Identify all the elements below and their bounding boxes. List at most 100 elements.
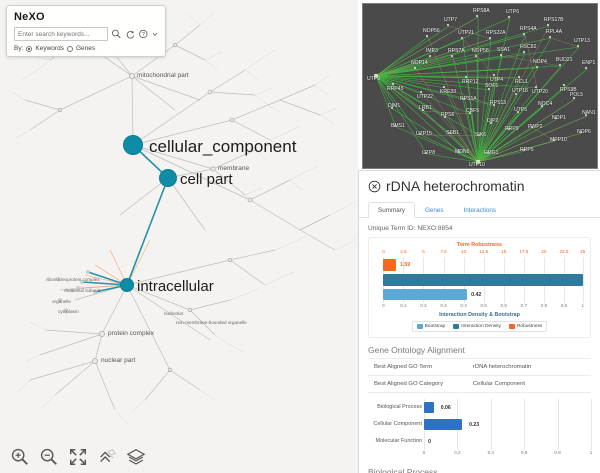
legend-item-bootstrap[interactable]: Bootstrap <box>416 324 445 329</box>
gene-node-ssa1[interactable] <box>500 54 503 57</box>
gene-node-utp22[interactable] <box>420 91 423 94</box>
gene-node-mdn5[interactable] <box>458 151 461 154</box>
go-row-biological-process: 0.06 <box>424 399 591 416</box>
robustness-plot-area: 1.59 0.42 <box>375 257 584 303</box>
gene-node-noc4[interactable] <box>541 105 544 108</box>
gene-node-utp18[interactable] <box>515 93 518 96</box>
gene-node-cbf5[interactable] <box>469 112 472 115</box>
gene-node-rrp12[interactable] <box>465 76 468 79</box>
tick-top-3: 7.5 <box>440 249 447 254</box>
gene-node-utp4[interactable] <box>493 74 496 77</box>
gene-node-sik6[interactable] <box>478 134 481 137</box>
gene-node-rps4a[interactable] <box>523 33 526 36</box>
tick-bottom-6: 0.6 <box>500 303 507 308</box>
gene-node-enp1[interactable] <box>585 67 588 70</box>
gene-node-sof1[interactable] <box>488 88 491 91</box>
gene-node-imp3[interactable] <box>429 55 432 58</box>
legend-swatch-robustness <box>508 324 515 329</box>
gene-node-utp8[interactable] <box>425 152 428 155</box>
gene-node-rps8a[interactable] <box>476 15 479 18</box>
tab-summary[interactable]: Summary <box>368 202 415 218</box>
gene-node-rrp45[interactable] <box>392 83 395 86</box>
radio-genes[interactable] <box>66 45 73 52</box>
refresh-icon[interactable] <box>125 28 136 40</box>
gene-node-utp15[interactable] <box>419 133 422 136</box>
go-tick-5: 1 <box>589 450 593 455</box>
search-panel[interactable]: NeXO ? By: <box>6 5 166 57</box>
page-title: rDNA heterochromatin <box>386 178 525 194</box>
gene-node-rrp9[interactable] <box>508 128 511 131</box>
gene-node-nop14[interactable] <box>414 67 417 70</box>
chevron-down-icon[interactable] <box>152 30 158 39</box>
gene-node-utp6[interactable] <box>508 16 511 19</box>
legend-swatch-bootstrap <box>416 324 423 329</box>
ontology-tree-canvas[interactable]: cellular_component cell part intracellul… <box>0 0 358 473</box>
fit-screen-icon[interactable] <box>68 447 88 467</box>
gene-node-emg1[interactable] <box>487 152 490 155</box>
collapse-icon[interactable] <box>97 447 117 467</box>
gene-node-nan1[interactable] <box>585 114 588 117</box>
gene-node-mpp10[interactable] <box>553 139 556 142</box>
hub-node-intracellular[interactable] <box>120 278 134 292</box>
gene-node-utp7[interactable] <box>447 24 450 27</box>
legend-item-robustness[interactable]: Robustness <box>508 324 542 329</box>
gene-node-kre33[interactable] <box>443 86 446 89</box>
gene-node-nop1[interactable] <box>555 117 558 120</box>
search-input[interactable] <box>14 27 108 41</box>
detail-tabs: Summary Genes Interactions <box>359 201 600 218</box>
gene-node-lrb1[interactable] <box>422 109 425 112</box>
gene-node-utp10[interactable] <box>476 160 480 164</box>
go-term-value: rDNA heterochromatin <box>472 364 532 370</box>
gene-node-pol5[interactable] <box>573 97 576 100</box>
gene-node-rps13[interactable] <box>493 104 496 107</box>
gene-node-bud21[interactable] <box>559 64 562 67</box>
gene-node-hsc82[interactable] <box>523 51 526 54</box>
radio-keywords[interactable] <box>26 45 33 52</box>
gene-node-nop6[interactable] <box>580 131 583 134</box>
gene-node-utp13[interactable] <box>577 45 580 48</box>
gene-interaction-network[interactable]: UTP9 UTP10 RPS8A UTP6 UTP7 RPS17B NOP56 … <box>362 3 598 169</box>
search-icon[interactable] <box>111 28 122 40</box>
gene-node-utp21[interactable] <box>461 37 464 40</box>
gene-node-ssb1[interactable] <box>449 132 452 135</box>
close-icon[interactable] <box>368 180 381 193</box>
chart-bottom-axis: 0 0.1 0.2 0.3 0.4 0.5 0.6 0.7 0.8 0.9 1 <box>375 303 584 311</box>
gene-node-bms1[interactable] <box>394 125 397 128</box>
go-label-biological-process: Biological Process <box>377 404 422 410</box>
gene-node-dim1[interactable] <box>391 107 394 110</box>
gene-node-utp5[interactable] <box>517 111 520 114</box>
hub-node-cell-part[interactable] <box>159 169 177 187</box>
zoom-out-icon[interactable] <box>39 447 59 467</box>
hub-node-cellular-component[interactable] <box>123 135 143 155</box>
zoom-in-icon[interactable] <box>10 447 30 467</box>
bar-biological-process[interactable] <box>424 402 435 413</box>
gene-node-rps6[interactable] <box>444 116 447 119</box>
gene-node-rps1a[interactable] <box>463 98 466 101</box>
go-label-cellular-component: Cellular Component <box>373 421 422 427</box>
gene-node-rrp5[interactable] <box>523 149 526 152</box>
gene-node-rcl1[interactable] <box>518 76 521 79</box>
bar-interaction-density[interactable] <box>383 274 583 286</box>
gene-node-utp9[interactable] <box>374 74 378 78</box>
bar-robustness[interactable] <box>383 259 397 271</box>
tab-genes[interactable]: Genes <box>424 207 444 214</box>
gene-node-nop58[interactable] <box>475 55 478 58</box>
gene-node-rpl4a[interactable] <box>549 36 552 39</box>
table-row: Best Aligned GO Term rDNA heterochromati… <box>368 359 591 376</box>
gene-node-pwp2[interactable] <box>531 126 534 129</box>
gene-node-utp20[interactable] <box>535 86 538 89</box>
help-icon[interactable]: ? <box>138 28 149 40</box>
tab-interactions[interactable]: Interactions <box>463 207 497 214</box>
gene-node-rps7a[interactable] <box>451 55 454 58</box>
tick-top-2: 5 <box>422 249 425 254</box>
gene-node-rps22a[interactable] <box>489 37 492 40</box>
legend-item-interaction-density[interactable]: Interaction Density <box>453 324 501 329</box>
gene-node-nop4[interactable] <box>536 66 539 69</box>
gene-node-nop56[interactable] <box>426 35 429 38</box>
gene-node-rps9b[interactable] <box>563 84 566 87</box>
gene-node-dip2[interactable] <box>490 122 493 125</box>
gene-node-rps17b[interactable] <box>547 24 550 27</box>
bar-cellular-component[interactable] <box>424 419 463 430</box>
bar-bootstrap[interactable] <box>383 289 467 300</box>
layers-icon[interactable] <box>126 447 146 467</box>
